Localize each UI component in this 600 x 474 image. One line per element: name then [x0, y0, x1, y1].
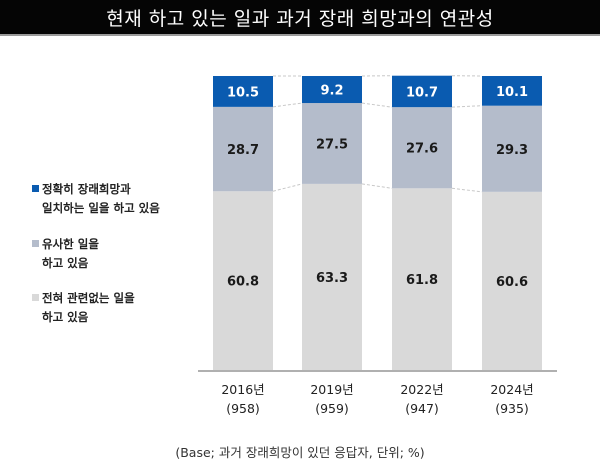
x-tick-label: 2024년 [490, 382, 533, 397]
data-label: 9.2 [320, 84, 343, 99]
sample-size-label: (935) [495, 401, 529, 416]
sample-size-label: (959) [315, 401, 349, 416]
x-tick-label: 2022년 [400, 382, 443, 397]
data-label: 27.6 [406, 142, 438, 157]
data-label: 10.7 [406, 85, 438, 100]
connector-line [272, 183, 303, 192]
x-tick-label: 2019년 [310, 382, 353, 397]
bar-segment [482, 76, 542, 106]
legend-line: 하고 있음 [42, 256, 89, 270]
bar-segment [213, 191, 273, 370]
bar-segment [482, 105, 542, 192]
bar-segment [213, 106, 273, 192]
data-label: 27.5 [316, 137, 348, 152]
legend-line: 유사한 일을 [42, 237, 99, 251]
bar-segment [392, 107, 452, 189]
connector-line [272, 102, 303, 108]
legend-line: 하고 있음 [42, 310, 89, 324]
legend-line: 정확히 장래희망과 [42, 182, 131, 196]
legend-label-similar: 유사한 일을 하고 있음 [42, 235, 99, 273]
bar-segment [302, 103, 362, 184]
connector-line [361, 102, 393, 108]
legend-swatch-unrelated [32, 294, 39, 301]
title-bar: 현재 하고 있는 일과 과거 장래 희망과의 연관성 [0, 0, 600, 36]
data-label: 60.6 [496, 275, 528, 290]
data-label: 10.1 [496, 85, 528, 100]
legend-line: 일치하는 일을 하고 있음 [42, 201, 160, 215]
bar-segment [392, 75, 452, 108]
sample-size-label: (958) [226, 401, 260, 416]
x-tick-label: 2016년 [221, 382, 264, 397]
connector-line [451, 187, 483, 193]
data-label: 61.8 [406, 273, 438, 288]
legend-swatch-exact-match [32, 185, 39, 192]
legend-label-exact-match: 정확히 장래희망과 일치하는 일을 하고 있음 [42, 180, 160, 218]
data-label: 10.5 [227, 85, 259, 100]
legend-label-unrelated: 전혀 관련없는 일을 하고 있음 [42, 289, 135, 327]
data-label: 60.8 [227, 275, 259, 290]
chart-title: 현재 하고 있는 일과 과거 장래 희망과의 연관성 [106, 7, 494, 30]
base-footnote: (Base; 과거 장래희망이 있던 응답자, 단위; %) [175, 445, 425, 460]
data-label: 29.3 [496, 143, 528, 158]
legend-swatch-similar [32, 240, 39, 247]
data-label: 28.7 [227, 143, 259, 158]
bar-segment [392, 188, 452, 370]
bar-segment [302, 183, 362, 370]
sample-size-label: (947) [405, 401, 439, 416]
legend-line: 전혀 관련없는 일을 [42, 291, 135, 305]
bar-segment [213, 76, 273, 107]
bar-segment [482, 191, 542, 370]
connector-line [361, 183, 393, 189]
data-label: 63.3 [316, 271, 348, 286]
bar-segment [302, 76, 362, 104]
connector-line [451, 105, 483, 108]
